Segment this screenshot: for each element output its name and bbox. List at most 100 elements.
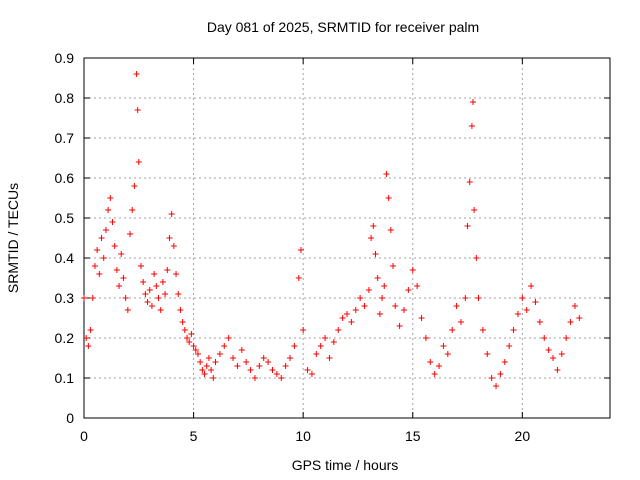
data-point xyxy=(151,271,158,277)
data-point xyxy=(514,311,521,317)
data-point xyxy=(124,307,131,313)
data-point xyxy=(422,335,429,341)
data-point xyxy=(308,371,315,377)
data-point xyxy=(506,343,513,349)
data-point xyxy=(197,359,204,365)
data-point xyxy=(140,279,147,285)
data-point xyxy=(431,371,438,377)
data-point xyxy=(519,295,526,301)
data-point xyxy=(291,343,298,349)
data-point xyxy=(295,275,302,281)
data-point xyxy=(383,171,390,177)
data-point xyxy=(212,359,219,365)
data-point xyxy=(251,375,258,381)
data-point xyxy=(85,343,92,349)
data-point xyxy=(300,327,307,333)
data-point xyxy=(396,323,403,329)
y-axis-label: SRMTID / TECUs xyxy=(5,183,21,293)
data-point xyxy=(436,363,443,369)
data-point xyxy=(89,295,96,301)
data-point xyxy=(120,275,127,281)
data-point xyxy=(208,367,215,373)
data-point xyxy=(186,339,193,345)
data-point xyxy=(352,307,359,313)
data-point xyxy=(484,351,491,357)
data-point xyxy=(148,303,155,309)
data-point xyxy=(405,287,412,293)
data-point xyxy=(131,183,138,189)
data-point xyxy=(453,303,460,309)
data-point xyxy=(190,343,197,349)
data-point xyxy=(105,207,112,213)
data-point xyxy=(497,371,504,377)
data-point xyxy=(368,235,375,241)
data-point xyxy=(100,255,107,261)
data-point xyxy=(146,287,153,293)
data-point xyxy=(523,307,530,313)
chart-title: Day 081 of 2025, SRMTID for receiver pal… xyxy=(207,19,479,35)
data-point xyxy=(479,327,486,333)
data-point xyxy=(273,371,280,377)
data-point xyxy=(493,383,500,389)
data-point xyxy=(177,307,184,313)
data-point xyxy=(91,263,98,269)
data-point xyxy=(234,363,241,369)
x-tick-label: 5 xyxy=(190,428,198,444)
data-points xyxy=(81,71,583,389)
data-point xyxy=(532,299,539,305)
data-point xyxy=(449,327,456,333)
data-point xyxy=(181,327,188,333)
data-point xyxy=(297,247,304,253)
data-point xyxy=(166,235,173,241)
data-point xyxy=(256,363,263,369)
data-point xyxy=(230,355,237,361)
data-point xyxy=(571,303,578,309)
y-tick-label: 0 xyxy=(66,410,74,426)
data-point xyxy=(387,227,394,233)
data-point xyxy=(170,243,177,249)
data-point xyxy=(468,123,475,129)
y-tick-label: 0.9 xyxy=(55,50,75,66)
data-point xyxy=(173,271,180,277)
data-point xyxy=(444,351,451,357)
data-point xyxy=(155,295,162,301)
data-point xyxy=(414,283,421,289)
data-point xyxy=(157,307,164,313)
data-point xyxy=(164,267,171,273)
y-tick-label: 0.2 xyxy=(55,330,75,346)
data-point xyxy=(501,359,508,365)
grid-lines xyxy=(84,58,610,418)
data-point xyxy=(81,295,87,301)
data-point xyxy=(400,307,407,313)
data-point xyxy=(179,319,186,325)
x-tick-label: 10 xyxy=(295,428,311,444)
data-point xyxy=(361,303,368,309)
data-point xyxy=(464,223,471,229)
data-point xyxy=(265,359,272,365)
data-point xyxy=(159,279,166,285)
x-tick-label: 15 xyxy=(405,428,421,444)
data-point xyxy=(201,371,208,377)
x-tick-label: 20 xyxy=(515,428,531,444)
data-point xyxy=(205,355,212,361)
data-point xyxy=(418,315,425,321)
data-point xyxy=(370,223,377,229)
data-point xyxy=(118,251,125,257)
data-point xyxy=(357,295,364,301)
data-point xyxy=(260,355,267,361)
data-point xyxy=(94,247,101,253)
data-point xyxy=(142,291,149,297)
data-point xyxy=(567,319,574,325)
data-point xyxy=(576,315,583,321)
y-tick-label: 0.8 xyxy=(55,90,75,106)
data-point xyxy=(282,363,289,369)
data-point xyxy=(221,343,228,349)
data-point xyxy=(127,231,134,237)
data-point xyxy=(365,287,372,293)
data-point xyxy=(313,351,320,357)
y-tick-label: 0.7 xyxy=(55,130,75,146)
data-point xyxy=(317,343,324,349)
data-point xyxy=(194,351,201,357)
data-point xyxy=(372,251,379,257)
